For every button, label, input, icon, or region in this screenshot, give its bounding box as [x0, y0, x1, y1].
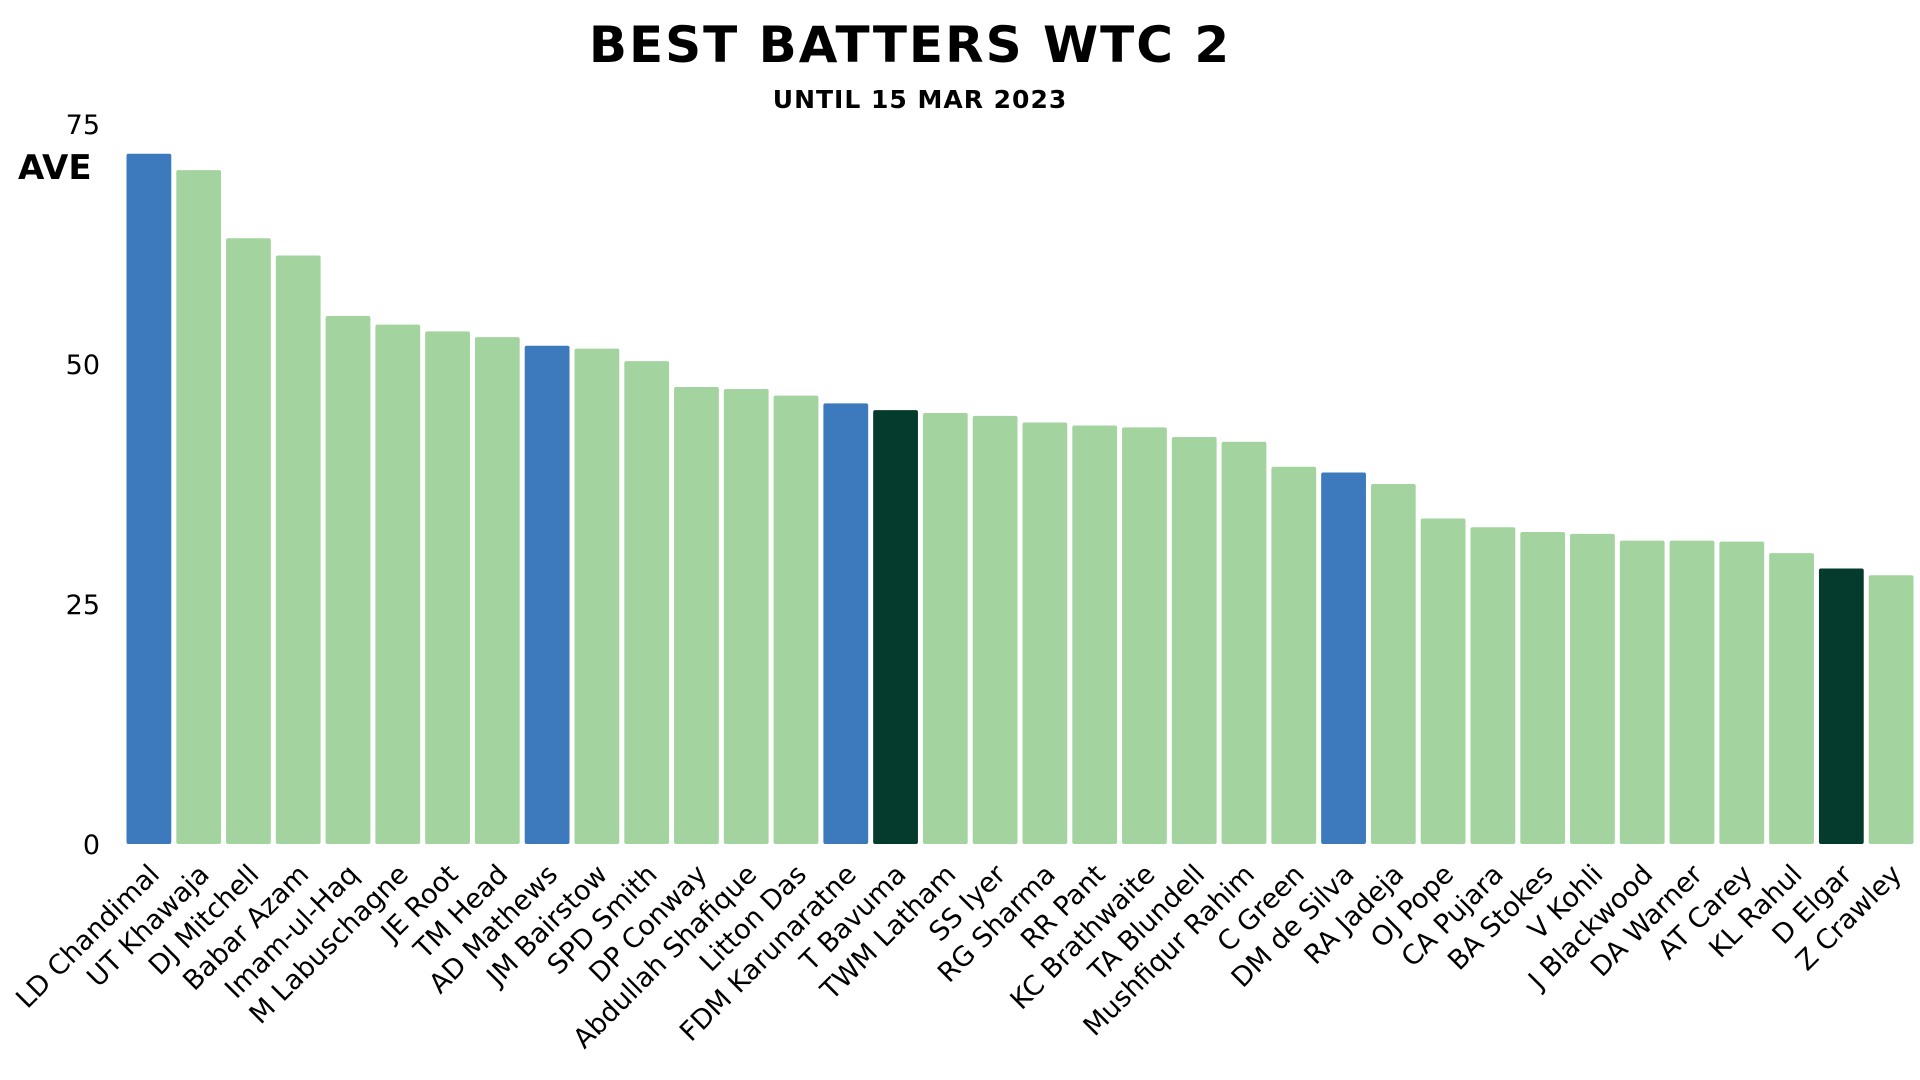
- bar: [1719, 541, 1765, 844]
- bar: [624, 361, 670, 844]
- y-axis-ticks: 0 25 50 75: [66, 110, 100, 861]
- bars: [126, 153, 1914, 845]
- bar: [1769, 553, 1814, 844]
- bar: [773, 395, 819, 844]
- bar: [1022, 422, 1068, 844]
- y-tick-label: 75: [66, 110, 100, 141]
- bar: [574, 348, 620, 844]
- bar: [1321, 472, 1366, 844]
- y-axis-label: AVE: [18, 148, 92, 188]
- bar: [226, 238, 271, 845]
- bar: [1122, 427, 1167, 844]
- bar: [1818, 568, 1864, 844]
- y-tick-label: 25: [66, 590, 100, 621]
- bar: [126, 153, 172, 844]
- bar: [1420, 518, 1466, 844]
- bar: [1520, 532, 1566, 844]
- bar: [922, 412, 968, 844]
- bar: [1570, 533, 1615, 844]
- bar: [1271, 466, 1317, 844]
- bar: [1221, 441, 1267, 844]
- bar: [1072, 425, 1118, 844]
- bar: [1370, 484, 1416, 844]
- bar: [176, 170, 222, 844]
- bar: [674, 387, 719, 844]
- bar: [1470, 527, 1516, 844]
- chart-subtitle: UNTIL 15 MAR 2023: [773, 85, 1067, 114]
- bar: [375, 324, 421, 844]
- y-tick-label: 0: [83, 830, 100, 861]
- bar: [1868, 575, 1914, 844]
- chart-title: BEST BATTERS WTC 2: [589, 16, 1231, 74]
- bar: [823, 403, 869, 844]
- bar: [972, 415, 1018, 844]
- bar: [1171, 436, 1217, 844]
- bar: [723, 388, 769, 844]
- bar: [1619, 540, 1665, 844]
- bar: [474, 337, 520, 844]
- bar: [425, 331, 470, 844]
- bar: [873, 410, 918, 844]
- bar: [275, 255, 321, 844]
- bar: [1669, 540, 1715, 844]
- y-tick-label: 50: [66, 350, 100, 381]
- bar: [524, 345, 570, 844]
- bar: [325, 316, 371, 844]
